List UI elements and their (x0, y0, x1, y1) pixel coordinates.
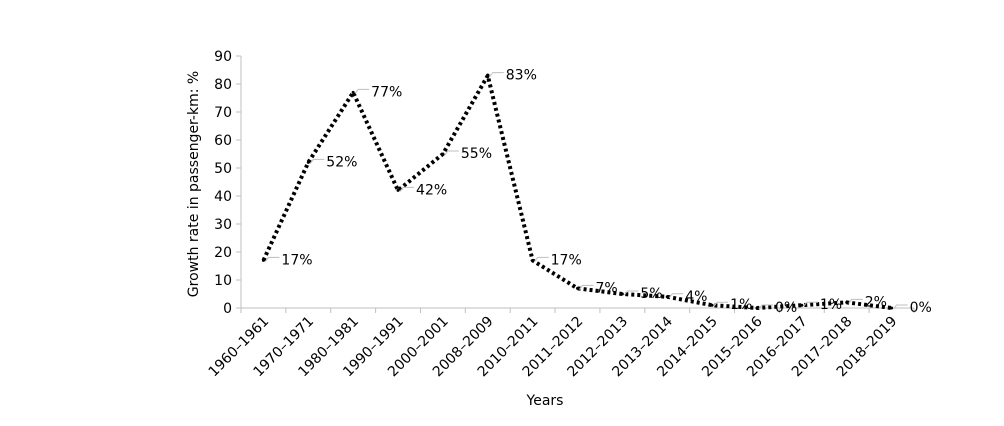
data-label: 1% (820, 297, 842, 313)
data-point (396, 188, 400, 192)
y-tick-label: 50 (214, 161, 232, 177)
data-label-leader (265, 256, 280, 262)
data-label-leader (803, 301, 818, 307)
data-label-leader (354, 88, 370, 94)
data-label-leader (444, 150, 459, 156)
series-line (261, 73, 892, 310)
data-label-leader (713, 301, 729, 307)
data-point (620, 292, 624, 296)
data-label: 83% (506, 68, 537, 84)
data-label: 5% (640, 286, 662, 302)
data-label-leader (534, 256, 549, 262)
data-label: 17% (551, 252, 582, 268)
data-label-leader (893, 304, 908, 310)
y-tick-label: 70 (214, 105, 232, 121)
data-point (441, 152, 445, 156)
y-axis-title: Growth rate in passenger-km: % (186, 71, 202, 297)
y-tick-label: 10 (214, 273, 232, 289)
y-tick-label: 20 (214, 245, 232, 261)
data-point (306, 160, 310, 164)
data-label: 17% (281, 252, 312, 268)
data-label: 4% (685, 289, 707, 305)
data-point (845, 300, 849, 304)
data-label-leader (848, 298, 863, 304)
y-tick-label: 60 (214, 133, 232, 149)
y-tick-label: 80 (214, 77, 232, 93)
data-label: 1% (730, 297, 752, 313)
data-point (531, 258, 535, 262)
data-label: 52% (326, 154, 357, 170)
data-point (351, 90, 355, 94)
data-label: 2% (865, 294, 887, 310)
data-point (890, 306, 894, 310)
y-tick-label: 90 (214, 49, 232, 65)
y-tick-label: 40 (214, 189, 232, 205)
data-label-leader (579, 284, 594, 290)
data-point (576, 286, 579, 290)
y-tick-label: 0 (223, 301, 232, 317)
data-point (486, 74, 490, 78)
data-label: 55% (461, 146, 492, 162)
x-axis-title: Years (526, 393, 564, 409)
data-label-leader (623, 290, 639, 296)
data-point (665, 295, 669, 299)
data-point (710, 303, 714, 307)
data-label: 0% (775, 300, 797, 316)
data-label-leader (309, 158, 325, 164)
y-tick-label: 30 (214, 217, 232, 233)
data-point (800, 303, 804, 307)
data-label: 42% (416, 182, 447, 198)
data-label-leader (399, 186, 415, 192)
data-label-leader (758, 304, 773, 310)
data-label-leader (489, 72, 504, 77)
data-point (755, 306, 759, 310)
data-label: 0% (910, 300, 932, 316)
data-label: 7% (596, 280, 618, 296)
data-point (261, 258, 265, 262)
data-label-leader (668, 293, 684, 299)
data-label: 77% (371, 84, 402, 100)
